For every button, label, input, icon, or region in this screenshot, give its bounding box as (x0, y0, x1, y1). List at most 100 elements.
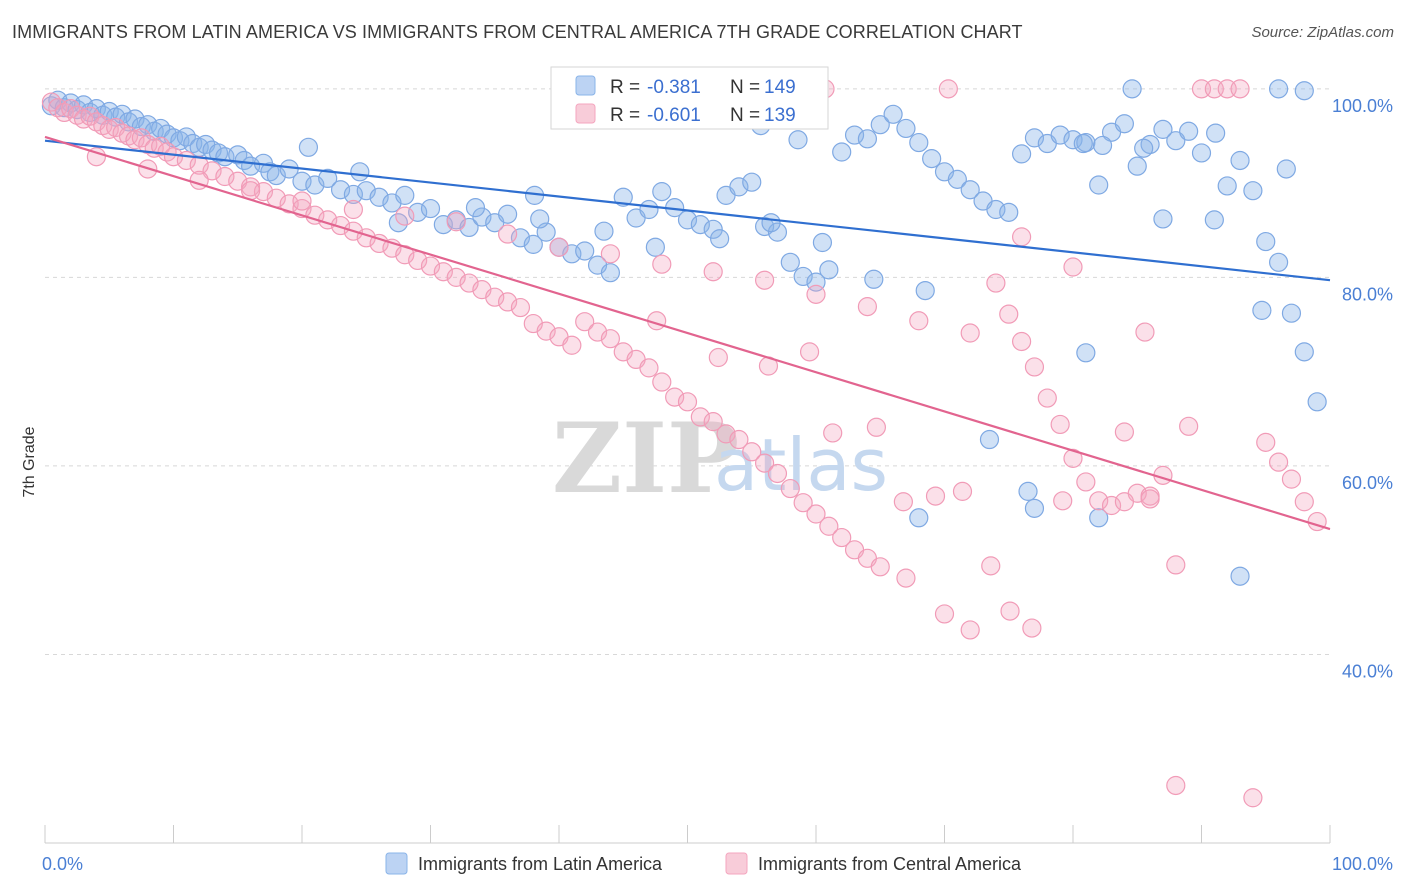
stats-r-value-1: -0.381 (647, 77, 701, 98)
point-latin-america-104 (1179, 121, 1199, 141)
y-tick-label-1: 80.0% (1342, 284, 1393, 304)
point-latin-america-37 (318, 168, 338, 189)
point-central-america-136 (1000, 601, 1020, 621)
point-latin-america-142 (1206, 123, 1226, 143)
point-central-america-81 (1024, 357, 1045, 377)
point-latin-america-38 (330, 180, 351, 200)
point-latin-america-82 (896, 118, 916, 139)
point-central-america-50 (562, 335, 582, 355)
point-central-america-118 (806, 284, 826, 304)
point-central-america-112 (498, 224, 518, 244)
point-central-america-138 (1053, 491, 1073, 511)
stats-r-value-2: -0.601 (647, 105, 701, 126)
point-central-america-108 (292, 191, 312, 211)
point-latin-america-139 (1092, 135, 1113, 156)
point-central-america-101 (1281, 469, 1302, 489)
stats-swatch-pink (575, 103, 596, 124)
point-latin-america-105 (1191, 143, 1212, 163)
point-latin-america-107 (1217, 176, 1237, 196)
trend-line-central-america (44, 135, 1331, 531)
point-latin-america-76 (819, 260, 839, 280)
point-latin-america-143 (1276, 159, 1296, 179)
point-latin-america-115 (298, 137, 319, 157)
point-central-america-137 (1022, 618, 1042, 638)
point-latin-america-99 (1114, 114, 1135, 134)
point-central-america-85 (1076, 472, 1096, 492)
stats-n-value-1: 149 (764, 77, 796, 98)
legend-swatch-central-america (725, 852, 748, 875)
point-central-america-134 (952, 481, 973, 501)
point-latin-america-78 (844, 125, 865, 145)
point-latin-america-113 (1294, 342, 1314, 362)
point-latin-america-84 (922, 149, 942, 169)
y-axis-label: 7th Grade (21, 426, 38, 497)
point-central-america-46 (510, 297, 531, 318)
point-central-america-88 (1114, 422, 1135, 442)
point-central-america-135 (981, 556, 1001, 576)
point-central-america-93 (1179, 416, 1199, 436)
stats-box: R = -0.381 N = 149 R = -0.601 N = 139 (550, 66, 829, 130)
point-central-america-109 (343, 199, 363, 220)
trend-line-latin-america (44, 139, 1331, 282)
point-central-america-57 (652, 372, 672, 392)
point-latin-america-69 (729, 177, 749, 197)
point-central-america-66 (767, 463, 788, 484)
point-latin-america-103 (1166, 131, 1186, 151)
point-central-america-83 (1050, 414, 1070, 435)
point-latin-america-100 (1127, 156, 1147, 176)
point-central-america-127 (708, 347, 728, 368)
point-latin-america-90 (999, 202, 1019, 222)
point-central-america-139 (1135, 322, 1155, 342)
point-latin-america-120 (594, 221, 614, 241)
stats-n-label-2: N = (730, 105, 760, 126)
point-central-america-65 (754, 453, 775, 473)
point-latin-america-106 (1204, 210, 1224, 230)
point-central-america-63 (729, 429, 749, 450)
point-central-america-74 (870, 557, 890, 577)
chart-title: IMMIGRANTS FROM LATIN AMERICA VS IMMIGRA… (12, 22, 1023, 42)
point-central-america-111 (446, 212, 466, 232)
point-latin-america-127 (979, 429, 1000, 450)
point-latin-america-109 (1243, 181, 1263, 201)
point-latin-america-124 (812, 232, 833, 253)
point-central-america-70 (819, 516, 839, 536)
y-tick-label-0: 100.0% (1332, 96, 1393, 116)
legend-label-central-america: Immigrants from Central America (758, 854, 1022, 874)
point-latin-america-129 (1024, 498, 1045, 518)
legend: Immigrants from Latin America Immigrants… (385, 852, 1022, 875)
point-latin-america-91 (1011, 144, 1032, 164)
stats-n-value-2: 139 (764, 105, 796, 126)
point-central-america-123 (1063, 257, 1083, 277)
point-central-america-71 (832, 527, 852, 548)
point-latin-america-114 (1307, 392, 1327, 412)
point-central-america-121 (960, 323, 980, 343)
point-latin-america-43 (395, 185, 415, 205)
point-central-america-115 (652, 254, 672, 274)
point-central-america-129 (799, 342, 820, 362)
point-central-america-59 (677, 392, 698, 412)
point-latin-america-136 (1076, 343, 1096, 363)
point-latin-america-57 (575, 241, 595, 261)
point-latin-america-133 (1294, 81, 1314, 101)
point-central-america-86 (1089, 491, 1109, 511)
point-latin-america-119 (530, 209, 550, 229)
point-central-america-97 (1230, 79, 1250, 99)
point-latin-america-51 (498, 204, 518, 224)
point-central-america-60 (690, 407, 710, 427)
point-latin-america-134 (1268, 79, 1289, 99)
point-latin-america-132 (1252, 300, 1272, 320)
point-latin-america-83 (909, 132, 929, 153)
data-points (41, 79, 1327, 808)
point-latin-america-137 (909, 508, 929, 528)
point-central-america-35 (369, 233, 389, 254)
point-central-america-68 (793, 493, 813, 513)
watermark-atlas: atlas (714, 423, 888, 507)
point-central-america-56 (639, 358, 659, 378)
point-latin-america-116 (350, 162, 370, 182)
point-central-america-100 (1268, 452, 1289, 472)
x-tick-label-1: 100.0% (1332, 854, 1393, 874)
point-central-america-102 (1294, 492, 1314, 512)
point-central-america-23 (215, 166, 235, 187)
point-latin-america-5 (73, 95, 94, 115)
point-central-america-51 (575, 312, 595, 332)
